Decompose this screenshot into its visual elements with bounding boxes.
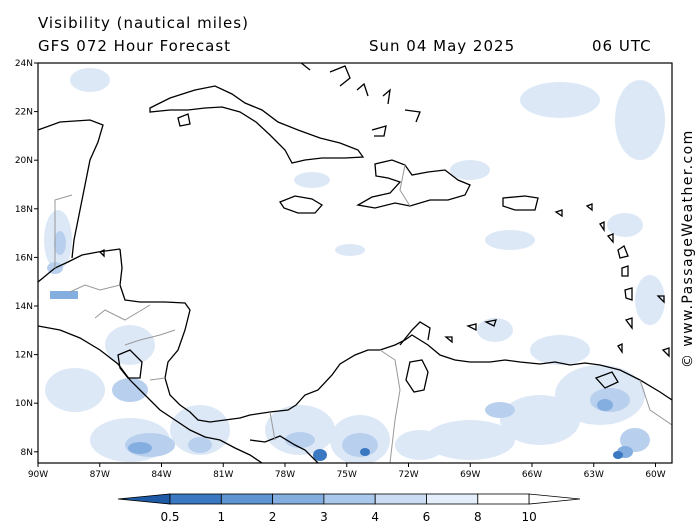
map-frame xyxy=(37,62,673,464)
forecast-time: 06 UTC xyxy=(592,37,652,55)
legend-swatch xyxy=(426,493,479,505)
legend-label: 3 xyxy=(320,510,328,524)
longitude-label: 87W xyxy=(90,470,110,480)
legend-swatch xyxy=(374,493,427,505)
country-borders xyxy=(54,164,672,463)
longitude-label: 69W xyxy=(460,470,480,480)
forecast-date: Sun 04 May 2025 xyxy=(369,37,516,55)
visibility-shading xyxy=(44,68,665,463)
legend-right-arrow xyxy=(528,493,581,505)
latitude-label: 10N xyxy=(15,399,33,409)
longitude-label: 84W xyxy=(151,470,171,480)
longitude-label: 72W xyxy=(398,470,418,480)
longitude-label: 60W xyxy=(645,470,665,480)
longitude-label: 81W xyxy=(213,470,233,480)
longitude-label: 78W xyxy=(275,470,295,480)
legend-label: 4 xyxy=(371,510,379,524)
latitude-label: 20N xyxy=(15,156,33,166)
legend-swatch xyxy=(323,493,376,505)
legend-label: 10 xyxy=(521,510,536,524)
latitude-label: 8N xyxy=(21,448,33,458)
longitude-label: 66W xyxy=(522,470,542,480)
chart-title: Visibility (nautical miles) xyxy=(38,14,249,32)
latitude-label: 16N xyxy=(15,253,33,263)
color-legend: 0.5 1 2 3 4 6 8 10 xyxy=(117,493,581,524)
latitude-axis: 24N 22N 20N 18N 16N 14N 12N 10N 8N xyxy=(15,59,38,458)
legend-swatch xyxy=(272,493,325,505)
latitude-label: 24N xyxy=(15,59,33,69)
legend-label: 6 xyxy=(423,510,431,524)
longitude-label: 75W xyxy=(337,470,357,480)
latitude-label: 12N xyxy=(15,351,33,361)
longitude-axis: 90W 87W 84W 81W 78W 75W 72W 69W 66W 63W 60W xyxy=(28,463,666,480)
legend-label: 1 xyxy=(217,510,225,524)
legend-swatch xyxy=(220,493,274,505)
latitude-label: 22N xyxy=(15,108,33,118)
coastlines xyxy=(38,63,672,463)
legend-swatch xyxy=(477,493,530,505)
longitude-label: 63W xyxy=(584,470,604,480)
legend-label: 8 xyxy=(474,510,482,524)
forecast-label: GFS 072 Hour Forecast xyxy=(38,37,232,55)
latitude-label: 18N xyxy=(15,205,33,215)
legend-left-arrow xyxy=(117,493,171,505)
longitude-label: 90W xyxy=(28,470,48,480)
latitude-label: 14N xyxy=(15,302,33,312)
legend-label: 0.5 xyxy=(160,510,179,524)
legend-swatch xyxy=(169,493,222,505)
legend-label: 2 xyxy=(269,510,277,524)
